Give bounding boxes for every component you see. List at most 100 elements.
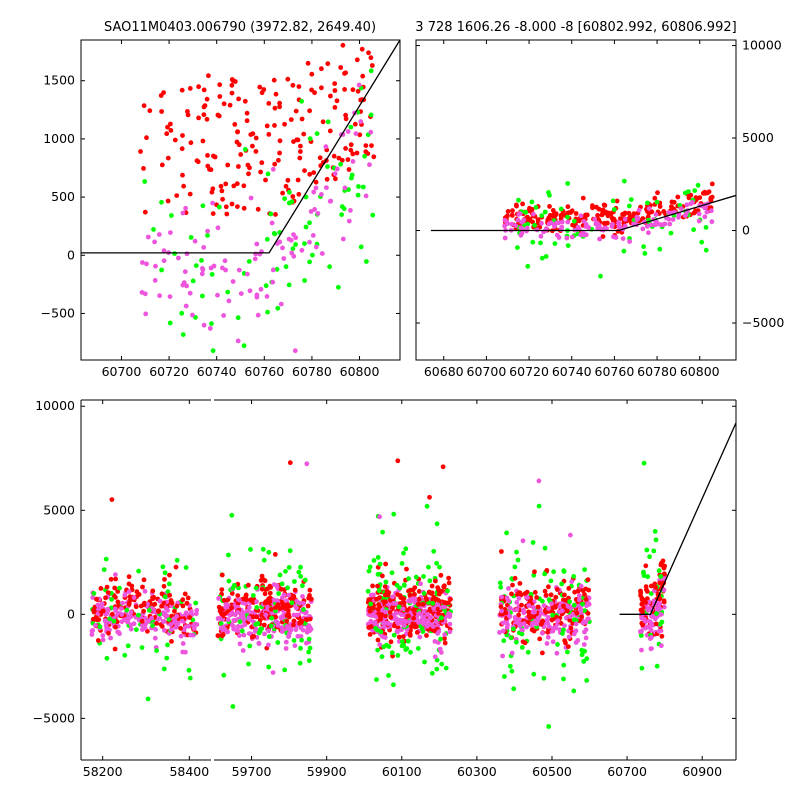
top-left-point-green [314,131,320,137]
top-right-point-green [529,199,535,205]
bottom-point-green [639,665,645,671]
top-right-point-magenta [539,220,544,226]
top-left-point-red [245,162,251,168]
top-left-point-magenta [255,312,261,318]
bottom-point-green [239,628,245,634]
top-left-point-magenta [168,230,173,236]
bottom-point-magenta [131,621,137,627]
bottom-point-red [427,494,432,500]
top-left-point-red [227,102,233,108]
top-left-point-magenta [161,248,167,254]
bottom-point-red [564,608,570,614]
top-left-point-red [259,160,265,166]
top-right-point-magenta [646,206,652,212]
top-right-point-green [645,200,650,206]
bottom-point-green [279,581,285,587]
top-left-point-red [309,87,314,93]
top-left-point-green [310,252,315,258]
bottom-point-magenta [93,623,98,628]
bottom-point-magenta [126,589,132,594]
top-left-point-red [334,98,340,104]
top-left-point-magenta [307,239,312,245]
bottom-point-green [166,617,172,622]
bottom-point-red [553,594,559,600]
top-left-point-magenta [201,245,207,250]
top-left-point-red [327,128,333,134]
bottom-point-green [540,598,545,604]
bottom-point-green [154,648,160,653]
bottom-point-green [266,634,272,640]
bottom-point-magenta [516,595,522,601]
bottom-point-red [258,578,264,583]
bottom-point-green [559,581,564,587]
bottom-point-green [101,567,107,572]
bottom-point-green [285,585,290,591]
bottom-point-red [185,595,191,601]
bottom-point-red [307,587,313,593]
bottom-point-red [229,605,235,610]
top-right-point-magenta [556,220,561,226]
bottom-point-magenta [283,639,289,645]
top-left-point-red [332,88,338,93]
bottom-point-green [378,629,384,635]
bottom-point-red [424,633,429,638]
bottom-point-red [548,592,554,598]
top-right-point-magenta [682,213,688,219]
top-left-point-magenta [270,279,276,285]
bottom-point-green [275,640,281,645]
top-left-point-red [165,198,171,204]
bottom-point-magenta [223,604,229,610]
top-left-point-green [339,212,344,218]
bottom-point-red [251,633,257,639]
bottom-point-red [235,593,241,598]
bottom-point-red [659,633,665,639]
top-left-point-red [200,138,206,144]
bottom-point-green [299,637,304,643]
bottom-point-magenta [123,617,129,622]
bottom-point-green [571,688,577,694]
bottom-point-green [571,617,577,623]
top-left-title: SAO11M0403.006790 (3972.82, 2649.40) [104,20,376,35]
top-left-point-green [325,164,330,170]
bottom-point-magenta [162,628,167,633]
top-left-point-red [141,103,147,109]
top-left-point-red [180,133,185,138]
bottom-point-green [519,645,525,650]
top-left-point-red [302,168,307,174]
top-right-xtick-label: 60780 [637,364,677,379]
bottom-point-red [94,596,99,602]
bottom-point-magenta [399,612,404,618]
top-left-point-magenta [183,205,189,211]
bottom-point-magenta [512,615,518,620]
top-right-point-red [652,195,658,201]
top-right-point-magenta [622,216,628,222]
bottom-point-green [548,578,554,584]
bottom-point-red [268,606,274,612]
bottom-point-magenta [519,627,525,633]
bottom-point-magenta [246,605,252,610]
bottom-point-red [106,630,111,636]
bottom-point-red [141,577,147,583]
bottom-point-green [656,568,662,574]
top-left-point-red [333,176,338,182]
top-left-point-green [205,233,210,238]
bottom-point-red [529,627,535,633]
top-left-point-green [274,266,280,272]
bottom-point-red [370,583,375,589]
top-left-point-red [320,119,326,125]
bottom-point-green [550,612,555,618]
top-right-point-green [565,214,570,220]
bottom-point-red [653,585,658,590]
bottom-point-red [219,587,225,592]
top-left-point-magenta [264,294,270,299]
bottom-point-magenta [284,624,290,629]
top-left-point-red [201,104,207,110]
bottom-point-green [421,574,426,579]
bottom-point-red [134,589,140,595]
bottom-point-red [378,612,384,617]
top-right-point-magenta [597,236,602,242]
bottom-point-green [145,696,151,702]
top-left-point-magenta [152,239,158,245]
bottom-point-magenta [514,607,520,612]
bottom-point-magenta [90,628,96,633]
